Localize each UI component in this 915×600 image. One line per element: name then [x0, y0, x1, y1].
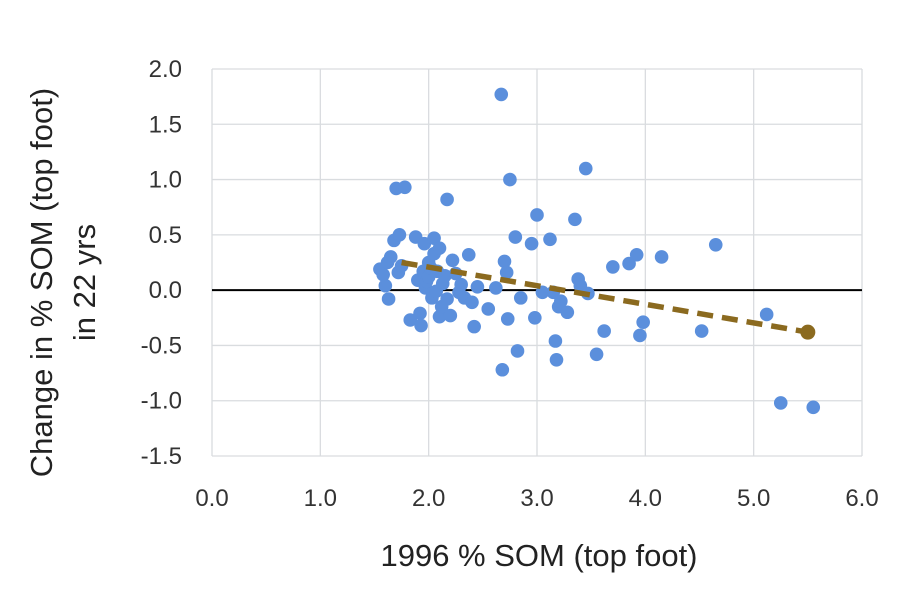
data-point	[383, 250, 398, 264]
data-point	[438, 268, 452, 283]
data-point	[622, 256, 636, 271]
y-tick-labels: -1.5 -1.0 -0.5 0.0 0.5 1.0 1.5 2.0	[141, 56, 182, 470]
data-point	[508, 230, 523, 244]
data-point	[499, 265, 514, 280]
data-point	[759, 307, 774, 322]
data-point	[528, 310, 542, 325]
data-point	[465, 295, 479, 310]
trendline-end-marker	[800, 324, 816, 340]
trendline	[401, 259, 809, 335]
data-point	[440, 292, 454, 306]
data-point	[489, 281, 503, 295]
x-tick-label: 1.0	[304, 485, 337, 512]
data-point	[427, 231, 441, 245]
data-point	[654, 250, 669, 264]
x-tick-label: 6.0	[845, 485, 878, 512]
y-axis-title-line: in 22 yrs	[67, 224, 102, 341]
y-tick-label: -0.5	[141, 332, 182, 359]
data-point	[560, 305, 575, 320]
data-point	[708, 238, 723, 252]
data-point	[445, 253, 460, 268]
data-point	[554, 294, 568, 309]
x-tick-labels: 0.0 1.0 2.0 3.0 4.0 5.0 6.0	[195, 485, 878, 512]
data-point	[510, 344, 525, 358]
data-point	[549, 353, 564, 367]
y-tick-label: 0.5	[149, 222, 182, 249]
data-point	[414, 318, 428, 333]
y-tick-label: 1.5	[149, 111, 182, 138]
data-point	[378, 278, 393, 293]
data-point	[381, 292, 396, 306]
data-point	[503, 172, 517, 187]
x-tick-label: 4.0	[629, 485, 662, 512]
data-point	[589, 347, 604, 362]
data-point	[806, 400, 821, 415]
data-point	[495, 362, 510, 377]
data-point	[392, 228, 407, 242]
data-point	[543, 232, 557, 247]
x-tick-label: 3.0	[520, 485, 553, 512]
y-axis-title: Change in % SOM (top foot) in 22 yrs	[24, 88, 102, 477]
x-tick-label: 0.0	[195, 485, 228, 512]
trendline-group	[401, 259, 816, 340]
x-tick-label: 2.0	[412, 485, 445, 512]
y-tick-label: -1.5	[141, 443, 182, 470]
data-point	[524, 236, 539, 251]
data-point	[597, 324, 611, 338]
data-point	[513, 291, 528, 305]
y-tick-label: 0.0	[149, 277, 182, 304]
data-point	[535, 285, 550, 300]
data-point	[633, 328, 647, 343]
data-point	[403, 313, 418, 327]
data-point	[470, 280, 485, 294]
grid	[211, 68, 863, 457]
y-tick-label: -1.0	[141, 388, 182, 415]
data-point	[494, 87, 509, 102]
data-point	[629, 247, 644, 262]
x-tick-label: 5.0	[737, 485, 770, 512]
data-point	[440, 192, 454, 207]
data-point	[467, 319, 481, 334]
data-point	[548, 334, 563, 348]
data-point	[461, 247, 476, 262]
data-point	[530, 208, 544, 222]
data-point	[606, 260, 620, 274]
data-point	[497, 254, 512, 269]
data-point	[500, 312, 515, 326]
x-axis-title: 1996 % SOM (top foot)	[380, 538, 697, 573]
data-point	[376, 267, 390, 282]
data-point	[481, 302, 496, 316]
data-point	[443, 308, 458, 323]
data-point	[454, 277, 468, 292]
data-point	[398, 180, 412, 195]
y-tick-label: 1.0	[149, 167, 182, 194]
y-tick-label: 2.0	[149, 56, 182, 83]
y-axis-title-line: Change in % SOM (top foot)	[24, 88, 59, 477]
data-point	[578, 161, 593, 176]
data-point	[413, 306, 427, 321]
data-points	[373, 87, 821, 415]
data-point	[773, 396, 788, 410]
data-point	[694, 324, 709, 338]
data-point	[636, 315, 650, 330]
data-point	[432, 241, 447, 255]
data-point	[568, 212, 582, 227]
